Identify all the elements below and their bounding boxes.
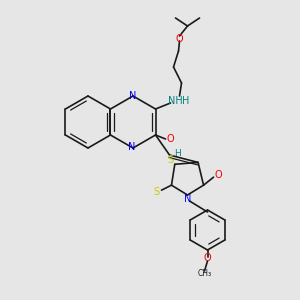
Text: O: O <box>215 170 222 180</box>
Text: H: H <box>182 96 189 106</box>
Text: H: H <box>174 148 181 158</box>
Text: NH: NH <box>168 96 183 106</box>
Text: CH₃: CH₃ <box>197 269 212 278</box>
Text: N: N <box>129 91 137 101</box>
Text: N: N <box>128 142 136 152</box>
Text: S: S <box>168 155 174 165</box>
Text: O: O <box>204 253 211 263</box>
Text: S: S <box>153 187 160 197</box>
Text: N: N <box>184 194 191 204</box>
Text: O: O <box>176 34 183 44</box>
Text: O: O <box>167 134 174 144</box>
